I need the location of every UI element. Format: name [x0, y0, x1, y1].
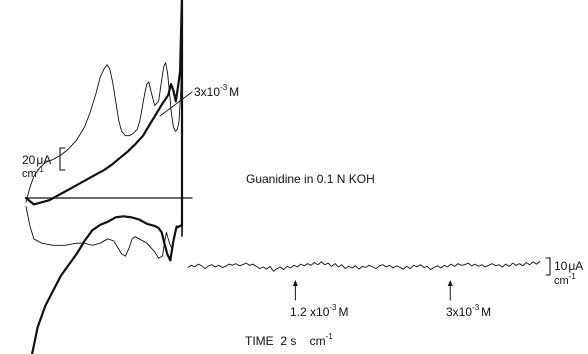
current-scale-bar-right: 10μA cm-1	[545, 257, 583, 287]
scale-bar-value-right: 10μA	[554, 259, 583, 273]
scale-bar-value-left: 20μA	[22, 153, 51, 167]
cv-trace-thick	[24, 0, 184, 354]
injection-arrow-head	[447, 280, 453, 286]
cv-concentration-label: 3x10-3 M	[194, 83, 239, 99]
injection-arrow-head	[292, 280, 298, 286]
figure-caption: Guanidine in 0.1 N KOH	[246, 172, 375, 186]
current-time-trace	[187, 260, 541, 272]
injection-label-2: 3x10-3 M	[446, 303, 491, 319]
voltammogram-panel	[24, 0, 193, 354]
current-scale-bar-left: 20μA cm-1	[22, 147, 66, 180]
concentration-pointer-line	[159, 91, 193, 117]
scale-bar-unit-left: cm-1	[22, 165, 44, 180]
scale-bar-unit-right: cm-1	[554, 272, 576, 287]
injection-markers	[292, 280, 453, 301]
time-axis-label: TIME 2 s cm-1	[245, 332, 333, 348]
time-trace-panel	[187, 260, 541, 301]
cv-trace-thin	[25, 4, 183, 259]
injection-label-1: 1.2 x10-3 M	[290, 303, 349, 319]
